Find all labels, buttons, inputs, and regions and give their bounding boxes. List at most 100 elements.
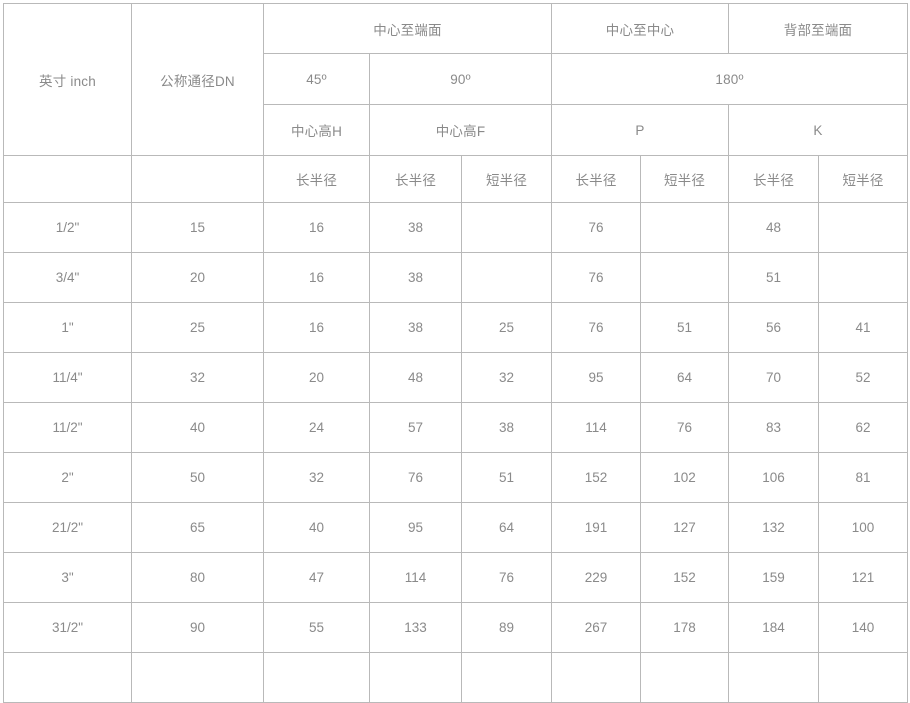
cell-k-short: 140 xyxy=(818,602,908,653)
header-angle-90: 90º xyxy=(369,53,552,105)
cell-f-long: 95 xyxy=(369,502,462,553)
cell-p-short xyxy=(640,652,729,703)
cell-f-short: 38 xyxy=(461,402,552,453)
cell-f-long: 38 xyxy=(369,302,462,353)
cell-p-short: 178 xyxy=(640,602,729,653)
cell-inch: 11/2" xyxy=(3,402,132,453)
cell-f-short: 76 xyxy=(461,552,552,603)
cell-k-long: 184 xyxy=(728,602,819,653)
header-radius-h-long: 长半径 xyxy=(263,155,370,203)
cell-dn: 65 xyxy=(131,502,264,553)
cell-p-short: 64 xyxy=(640,352,729,403)
cell-inch: 3/4" xyxy=(3,252,132,303)
cell-p-short: 76 xyxy=(640,402,729,453)
header-radius-spacer-dn xyxy=(131,155,264,203)
cell-f-long: 114 xyxy=(369,552,462,603)
cell-k-long: 70 xyxy=(728,352,819,403)
cell-f-long: 57 xyxy=(369,402,462,453)
header-radius-f-short: 短半径 xyxy=(461,155,552,203)
header-dim-f: 中心高F xyxy=(369,104,552,156)
cell-f-short: 51 xyxy=(461,452,552,503)
cell-dn xyxy=(131,652,264,703)
cell-k-short: 121 xyxy=(818,552,908,603)
cell-dn: 15 xyxy=(131,202,264,253)
cell-h-long: 32 xyxy=(263,452,370,503)
cell-p-long: 76 xyxy=(551,252,641,303)
cell-k-short xyxy=(818,202,908,253)
cell-k-short: 52 xyxy=(818,352,908,403)
cell-f-short xyxy=(461,202,552,253)
cell-dn: 40 xyxy=(131,402,264,453)
cell-f-long: 38 xyxy=(369,252,462,303)
cell-k-long xyxy=(728,652,819,703)
cell-k-short: 100 xyxy=(818,502,908,553)
table-row: 21/2" 65 40 95 64 191 127 132 100 xyxy=(3,502,908,553)
cell-inch: 2" xyxy=(3,452,132,503)
cell-f-long: 133 xyxy=(369,602,462,653)
cell-h-long xyxy=(263,652,370,703)
header-row-radius: 长半径 长半径 短半径 长半径 短半径 长半径 短半径 xyxy=(3,155,908,203)
cell-k-long: 48 xyxy=(728,202,819,253)
cell-h-long: 24 xyxy=(263,402,370,453)
cell-inch: 11/4" xyxy=(3,352,132,403)
cell-k-long: 159 xyxy=(728,552,819,603)
header-dim-p: P xyxy=(551,104,729,156)
cell-inch: 1/2" xyxy=(3,202,132,253)
header-row-angles: 45º 90º 180º xyxy=(4,53,908,105)
table-row: 2" 50 32 76 51 152 102 106 81 xyxy=(3,452,908,503)
cell-inch: 1" xyxy=(3,302,132,353)
cell-f-short: 64 xyxy=(461,502,552,553)
cell-h-long: 47 xyxy=(263,552,370,603)
header-radius-k-short: 短半径 xyxy=(818,155,908,203)
header-inch: 英寸 inch xyxy=(3,3,132,156)
cell-f-long: 48 xyxy=(369,352,462,403)
cell-dn: 32 xyxy=(131,352,264,403)
table-row: 3" 80 47 114 76 229 152 159 121 xyxy=(3,552,908,603)
header-row-dimension-symbols: 中心高H 中心高F P K xyxy=(4,104,908,156)
cell-p-long: 95 xyxy=(551,352,641,403)
cell-p-short xyxy=(640,252,729,303)
cell-inch: 3" xyxy=(3,552,132,603)
cell-k-short: 62 xyxy=(818,402,908,453)
header-radius-f-long: 长半径 xyxy=(369,155,462,203)
table-row: 11/4" 32 20 48 32 95 64 70 52 xyxy=(3,352,908,403)
cell-k-long: 83 xyxy=(728,402,819,453)
cell-dn: 50 xyxy=(131,452,264,503)
cell-p-long: 191 xyxy=(551,502,641,553)
cell-dn: 20 xyxy=(131,252,264,303)
cell-k-long: 56 xyxy=(728,302,819,353)
cell-inch: 21/2" xyxy=(3,502,132,553)
cell-p-long: 152 xyxy=(551,452,641,503)
header-angle-180: 180º xyxy=(551,53,908,105)
pipe-fitting-dimension-table: 英寸 inch 公称通径DN 中心至端面 中心至中心 背部至端面 45º 90º… xyxy=(3,3,908,703)
header-radius-spacer-inch xyxy=(3,155,132,203)
cell-k-short xyxy=(818,652,908,703)
header-center-to-end: 中心至端面 xyxy=(263,3,552,54)
table-row: 3/4" 20 16 38 76 51 xyxy=(3,252,908,303)
cell-k-short: 81 xyxy=(818,452,908,503)
cell-k-long: 51 xyxy=(728,252,819,303)
header-row-groups: 英寸 inch 公称通径DN 中心至端面 中心至中心 背部至端面 xyxy=(3,3,908,156)
cell-dn: 25 xyxy=(131,302,264,353)
cell-dn: 90 xyxy=(131,602,264,653)
cell-p-long: 229 xyxy=(551,552,641,603)
cell-h-long: 20 xyxy=(263,352,370,403)
header-radius-p-short: 短半径 xyxy=(640,155,729,203)
cell-h-long: 16 xyxy=(263,202,370,253)
cell-p-long: 114 xyxy=(551,402,641,453)
cell-p-short: 152 xyxy=(640,552,729,603)
cell-f-short xyxy=(461,252,552,303)
cell-h-long: 40 xyxy=(263,502,370,553)
cell-f-long xyxy=(369,652,462,703)
header-radius-k-long: 长半径 xyxy=(728,155,819,203)
cell-p-short: 102 xyxy=(640,452,729,503)
cell-f-long: 38 xyxy=(369,202,462,253)
cell-p-short xyxy=(640,202,729,253)
spec-table-sheet: 英寸 inch 公称通径DN 中心至端面 中心至中心 背部至端面 45º 90º… xyxy=(0,3,910,703)
header-angle-45: 45º xyxy=(263,53,370,105)
cell-f-long: 76 xyxy=(369,452,462,503)
cell-f-short xyxy=(461,652,552,703)
header-dn: 公称通径DN xyxy=(131,3,264,156)
table-header: 英寸 inch 公称通径DN 中心至端面 中心至中心 背部至端面 45º 90º… xyxy=(3,3,908,203)
header-back-to-end: 背部至端面 xyxy=(728,3,908,54)
